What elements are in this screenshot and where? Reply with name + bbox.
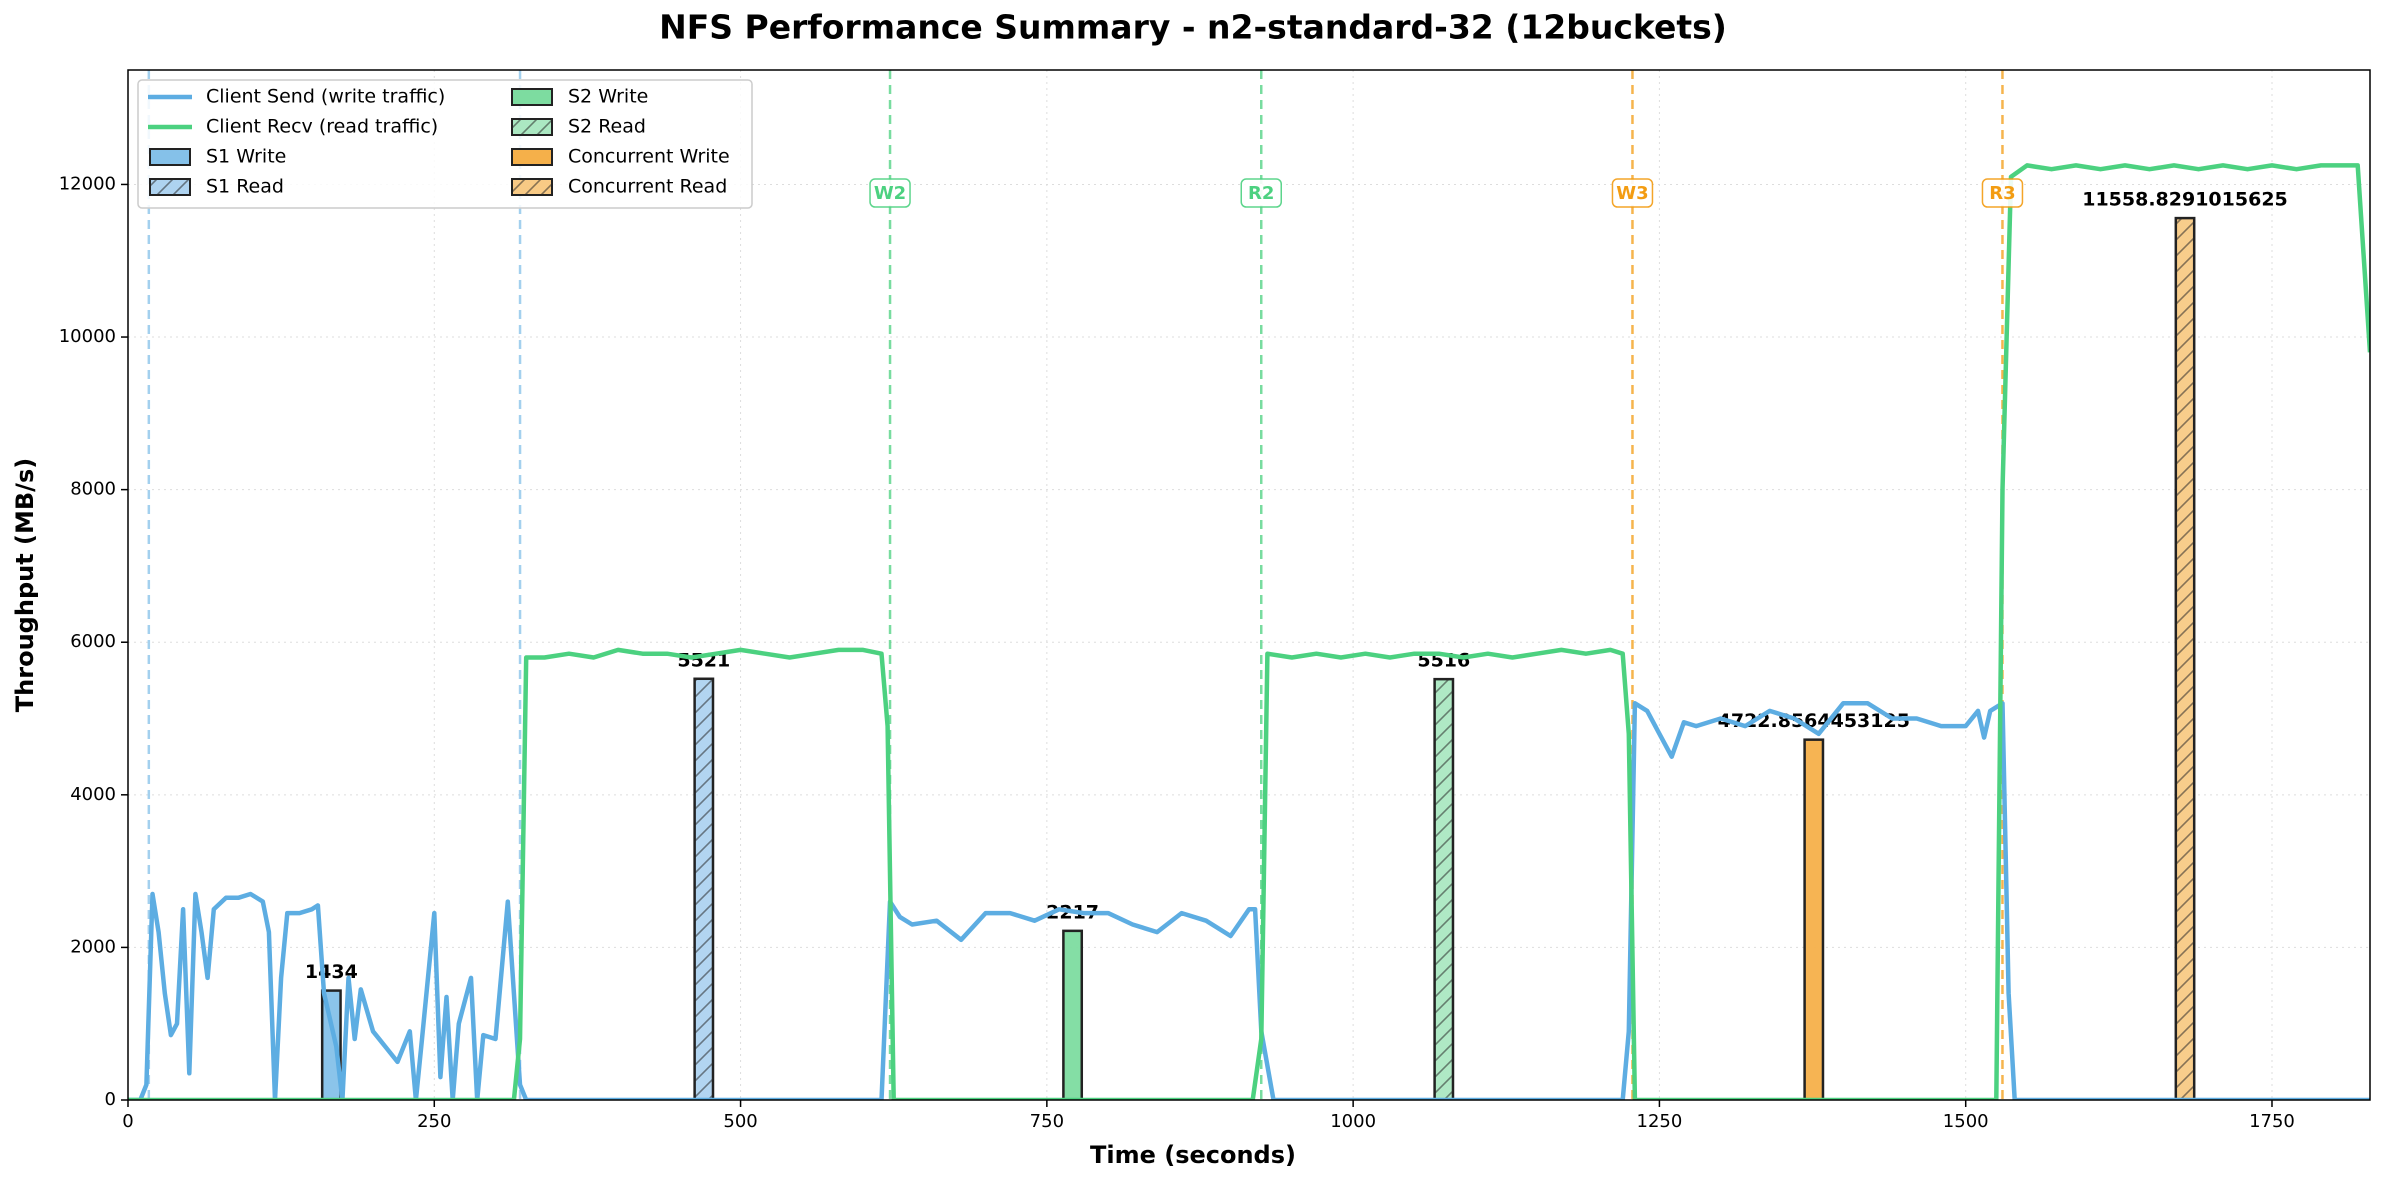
legend: Client Send (write traffic) Client Recv (…: [137, 79, 753, 209]
x-tick-label: 1750: [2249, 1111, 2295, 1132]
y-tick-label: 10000: [59, 326, 116, 347]
phase-label: R3: [1989, 183, 2015, 204]
bar: [320, 989, 342, 1100]
chart-title: NFS Performance Summary - n2-standard-32…: [659, 8, 1727, 47]
x-axis-label: Time (seconds): [1090, 1141, 1296, 1169]
legend-label: Concurrent Read: [568, 176, 727, 198]
legend-swatch-hatch: [512, 119, 552, 135]
legend-swatch-hatch: [150, 179, 190, 195]
legend-label: S2 Read: [568, 116, 646, 138]
x-tick-label: 1250: [1637, 1111, 1683, 1132]
axes: 0 2000 4000 6000 8000 10000 12000 0 250 500 750 100…: [59, 173, 2295, 1132]
series-line: [128, 701, 2370, 1100]
x-tick-label: 1000: [1330, 1111, 1376, 1132]
bar-value-label: 1434: [305, 961, 358, 983]
phase-label-box: [1240, 178, 1283, 208]
legend-box: [137, 79, 753, 209]
y-tick-label: 8000: [70, 479, 116, 500]
y-tick-label: 6000: [70, 631, 116, 652]
bar: [1062, 929, 1084, 1100]
phase-label-box: [1611, 178, 1654, 208]
phase-label-box: [869, 178, 911, 208]
legend-label: S1 Write: [206, 146, 286, 168]
plot-area: 14345521221755164722.856445312511558.829…: [128, 70, 2370, 1100]
bar-hatch: [694, 678, 714, 1100]
phase-label: R2: [1248, 183, 1274, 204]
x-tick-label: 250: [417, 1111, 451, 1132]
phase-label: W2: [874, 183, 906, 204]
x-tick-label: 0: [122, 1111, 133, 1132]
plot-frame: [127, 69, 2371, 1101]
legend-label: Concurrent Write: [568, 146, 730, 168]
legend-label: S1 Read: [206, 176, 284, 198]
legend-swatch: [511, 88, 553, 106]
legend-swatch-hatch: [512, 179, 552, 195]
y-axis-label: Throughput (MB/s): [11, 458, 39, 712]
y-tick-label: 12000: [59, 173, 116, 194]
bar: [1803, 738, 1825, 1100]
y-tick-label: 4000: [70, 784, 116, 805]
legend-swatch: [511, 148, 553, 166]
legend-label: Client Recv (read traffic): [206, 116, 438, 138]
series-line: [128, 163, 2370, 1100]
bar-hatch: [1434, 679, 1453, 1100]
y-tick-label: 0: [105, 1089, 116, 1110]
phase-label: W3: [1616, 183, 1648, 204]
y-tick-label: 2000: [70, 936, 116, 957]
legend-swatch: [149, 148, 191, 166]
x-tick-label: 500: [723, 1111, 757, 1132]
phase-label-box: [1981, 178, 2024, 208]
x-tick-label: 750: [1030, 1111, 1064, 1132]
legend-label: Client Send (write traffic): [206, 86, 445, 108]
legend-label: S2 Write: [568, 86, 648, 108]
bar-value-label: 11558.8291015625: [2082, 189, 2288, 211]
x-tick-label: 1500: [1943, 1111, 1989, 1132]
bar-hatch: [2175, 218, 2195, 1100]
